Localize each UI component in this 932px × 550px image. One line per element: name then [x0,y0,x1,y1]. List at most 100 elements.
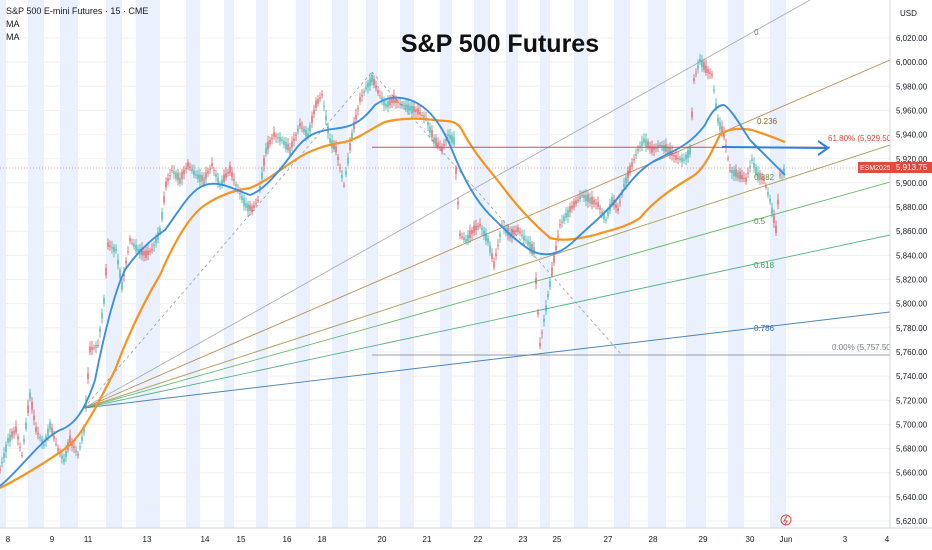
candle-body [591,196,593,205]
candle-body [63,458,65,462]
projection-arrow [721,146,827,149]
chart-header: S&P 500 E-mini Futures · 15 · CME MA MA [6,5,148,44]
candle-body [279,136,281,142]
candle-body [577,200,579,201]
candle-body [401,104,403,106]
candle-body [185,167,187,170]
event-flash-icon [783,515,788,526]
price-tick-label: 5,780.00 [896,324,928,333]
indicator-ma-1[interactable]: MA [6,19,20,29]
candle-body [29,392,31,399]
session-band [614,0,630,528]
candle-body [261,172,263,179]
candle-body [747,172,749,174]
candle-body [697,65,699,69]
price-tick-label: 5,980.00 [896,82,928,91]
candle-body [243,198,245,206]
price-tick-label: 5,900.00 [896,179,928,188]
candle-body [283,140,285,146]
time-tick-label: 22 [474,535,483,544]
price-tick-label: 5,960.00 [896,106,928,115]
candle-body [111,246,113,249]
candle-body [53,435,55,439]
session-band [256,0,268,528]
session-band [60,0,78,528]
indicator-ma-2[interactable]: MA [6,32,20,42]
candle-body [737,172,739,179]
candle-body [217,177,219,184]
price-tick-label: 5,880.00 [896,203,928,212]
candle-body [395,98,397,104]
candle-body [653,146,655,150]
candle-body [445,139,447,141]
candle-body [323,105,325,108]
candle-body [313,109,315,115]
candle-body [417,108,419,115]
candle-body [415,109,417,113]
candle-body [623,183,625,187]
candle-body [65,450,67,457]
candle-body [601,211,603,214]
candle-body [325,115,327,121]
candle-body [215,173,217,177]
fib-label-0382: 0.382 [754,173,775,182]
candle-body [321,94,323,96]
candle-body [97,345,99,346]
candle-body [703,62,705,70]
candle-body [163,196,165,203]
candle-body [255,203,257,205]
candle-body [175,172,177,179]
candle-body [193,170,195,176]
candle-body [717,118,719,123]
fib-label-0618: 0.618 [754,261,775,270]
candle-body [429,126,431,133]
candle-body [393,95,395,103]
candle-body [709,72,711,74]
candle-body [515,230,517,232]
symbol-line[interactable]: S&P 500 E-mini Futures · 15 · CME [6,6,149,16]
candle-body [225,173,227,178]
candle-body [257,200,259,201]
candle-body [293,138,295,142]
candle-body [635,154,637,156]
candle-body [645,139,647,147]
candle-body [491,253,493,260]
candle-body [341,175,343,179]
candle-body [775,225,777,233]
candle-body [383,99,385,106]
candle-body [205,172,207,179]
candle-body [741,174,743,180]
candle-body [399,103,401,105]
candle-body [153,244,155,246]
candle-body [727,158,729,160]
candle-body [55,443,57,445]
candle-body [241,195,243,201]
time-axis[interactable]: 8 9 11 13 14 15 16 18 20 21 22 23 25 27 28 29 30 Jun 3 4 [0,514,932,550]
candle-body [359,97,361,102]
candle-body [61,455,63,459]
candle-body [357,107,359,110]
candle-body [573,201,575,208]
candle-body [43,444,45,446]
candle-body [329,138,331,143]
candle-body [335,146,337,153]
candle-body [529,242,531,250]
price-tick-label: 6,020.00 [896,34,928,43]
candle-body [159,228,161,233]
session-band [686,0,706,528]
candle-body [481,228,483,230]
candle-body [361,95,363,97]
candle-body [119,270,121,278]
price-axis[interactable]: USD 6,020.00 6,000.00 5,980.00 5,960.00 5,940… [858,0,932,550]
candle-body [131,242,133,244]
candle-body [363,91,365,93]
candle-body [129,238,131,242]
candle-body [95,345,97,349]
candle-body [607,211,609,217]
candle-body [465,238,467,242]
candle-body [437,142,439,147]
candle-body [227,172,229,174]
candle-body [337,156,339,160]
candle-body [387,101,389,108]
